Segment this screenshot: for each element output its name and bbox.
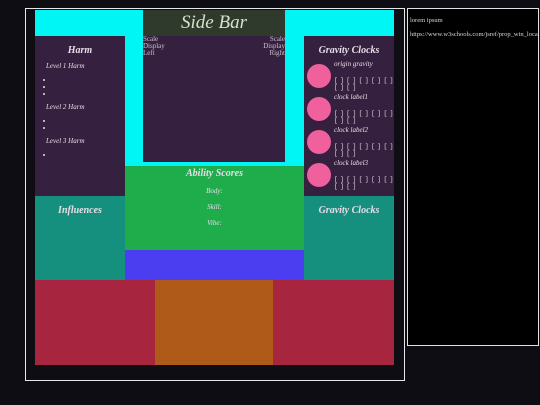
clock-info: clock label3 [ ] [ ] [ ] [ ] [ ] [ ] [ ] bbox=[334, 159, 394, 190]
bottom-center bbox=[155, 280, 273, 365]
harm-slot bbox=[53, 83, 125, 90]
clock: clock label2 [ ] [ ] [ ] [ ] [ ] [ ] [ ] bbox=[304, 126, 394, 159]
clock-circle bbox=[307, 97, 331, 121]
ability-item: Vibe: bbox=[207, 219, 222, 227]
influences-panel: Influences bbox=[35, 196, 125, 280]
clock-info: clock label2 [ ] [ ] [ ] [ ] [ ] [ ] [ ] bbox=[334, 126, 394, 157]
url-text: https://www.w3schools.com/jsref/prop_win… bbox=[410, 31, 539, 38]
clock-boxes: [ ] [ ] [ ] [ ] [ ] [ ] [ ] bbox=[334, 110, 393, 124]
frame bbox=[25, 8, 405, 381]
harm-slot bbox=[53, 117, 125, 124]
ability-item: Body: bbox=[206, 187, 223, 195]
blue-band bbox=[125, 250, 304, 280]
clock-boxes: [ ] [ ] [ ] [ ] [ ] [ ] [ ] bbox=[334, 143, 393, 157]
influences-title: Influences bbox=[58, 205, 102, 216]
lorem-text: lorem ipsum bbox=[410, 17, 443, 24]
harm-level: Level 1 Harm bbox=[46, 62, 85, 70]
harm-levels: Level 1 Harm Level 2 Harm Level 3 Harm bbox=[35, 62, 125, 158]
clock-label: origin gravity bbox=[334, 60, 373, 68]
clocks-lower-title: Gravity Clocks bbox=[318, 205, 380, 216]
clock-info: origin gravity [ ] [ ] [ ] [ ] [ ] [ ] [ … bbox=[334, 60, 394, 91]
ability-title: Ability Scores bbox=[186, 168, 243, 179]
harm-level: Level 2 Harm bbox=[46, 103, 85, 111]
clock-circle bbox=[307, 163, 331, 187]
harm-bullets bbox=[45, 151, 125, 158]
clock-boxes: [ ] [ ] [ ] [ ] [ ] [ ] [ ] bbox=[334, 176, 393, 190]
scale-panel: Scale Display Left Scale Display Right bbox=[143, 36, 285, 162]
bottom-left bbox=[35, 280, 155, 365]
scale-right: Scale Display Right bbox=[263, 35, 285, 57]
side-panel: lorem ipsum https://www.w3schools.com/js… bbox=[407, 8, 539, 346]
ability-list: Body: Skill: Vibe: bbox=[125, 187, 304, 227]
ability-panel: Ability Scores Body: Skill: Vibe: bbox=[125, 166, 304, 250]
bottom-right bbox=[273, 280, 394, 365]
clock-list: origin gravity [ ] [ ] [ ] [ ] [ ] [ ] [ … bbox=[304, 60, 394, 192]
clocks-lower-panel: Gravity Clocks bbox=[304, 196, 394, 280]
clock-label: clock label1 bbox=[334, 93, 369, 101]
harm-title: Harm bbox=[67, 45, 93, 56]
scale-left: Scale Display Left bbox=[143, 35, 165, 57]
harm-bullets bbox=[45, 117, 125, 131]
harm-slot bbox=[53, 124, 125, 131]
clocks-panel: Gravity Clocks origin gravity [ ] [ ] [ ]… bbox=[304, 36, 394, 196]
harm-slot bbox=[53, 76, 125, 83]
harm-level: Level 3 Harm bbox=[46, 137, 85, 145]
clock-circle bbox=[307, 64, 331, 88]
harm-slot bbox=[53, 151, 125, 158]
harm-slot bbox=[53, 90, 125, 97]
clock: clock label3 [ ] [ ] [ ] [ ] [ ] [ ] [ ] bbox=[304, 159, 394, 192]
clock-circle bbox=[307, 130, 331, 154]
clock: clock label1 [ ] [ ] [ ] [ ] [ ] [ ] [ ] bbox=[304, 93, 394, 126]
harm-panel: Harm Level 1 Harm Level 2 Harm Level 3 H… bbox=[35, 36, 125, 196]
clock-boxes: [ ] [ ] [ ] [ ] [ ] [ ] [ ] bbox=[334, 77, 393, 91]
sidebar-header: Side Bar bbox=[143, 10, 285, 36]
clock-info: clock label1 [ ] [ ] [ ] [ ] [ ] [ ] [ ] bbox=[334, 93, 394, 124]
clock-label: clock label3 bbox=[334, 159, 369, 167]
clocks-title: Gravity Clocks bbox=[318, 45, 380, 56]
clock-label: clock label2 bbox=[334, 126, 369, 134]
ability-item: Skill: bbox=[207, 203, 222, 211]
harm-bullets bbox=[45, 76, 125, 97]
clock: origin gravity [ ] [ ] [ ] [ ] [ ] [ ] [ … bbox=[304, 60, 394, 93]
